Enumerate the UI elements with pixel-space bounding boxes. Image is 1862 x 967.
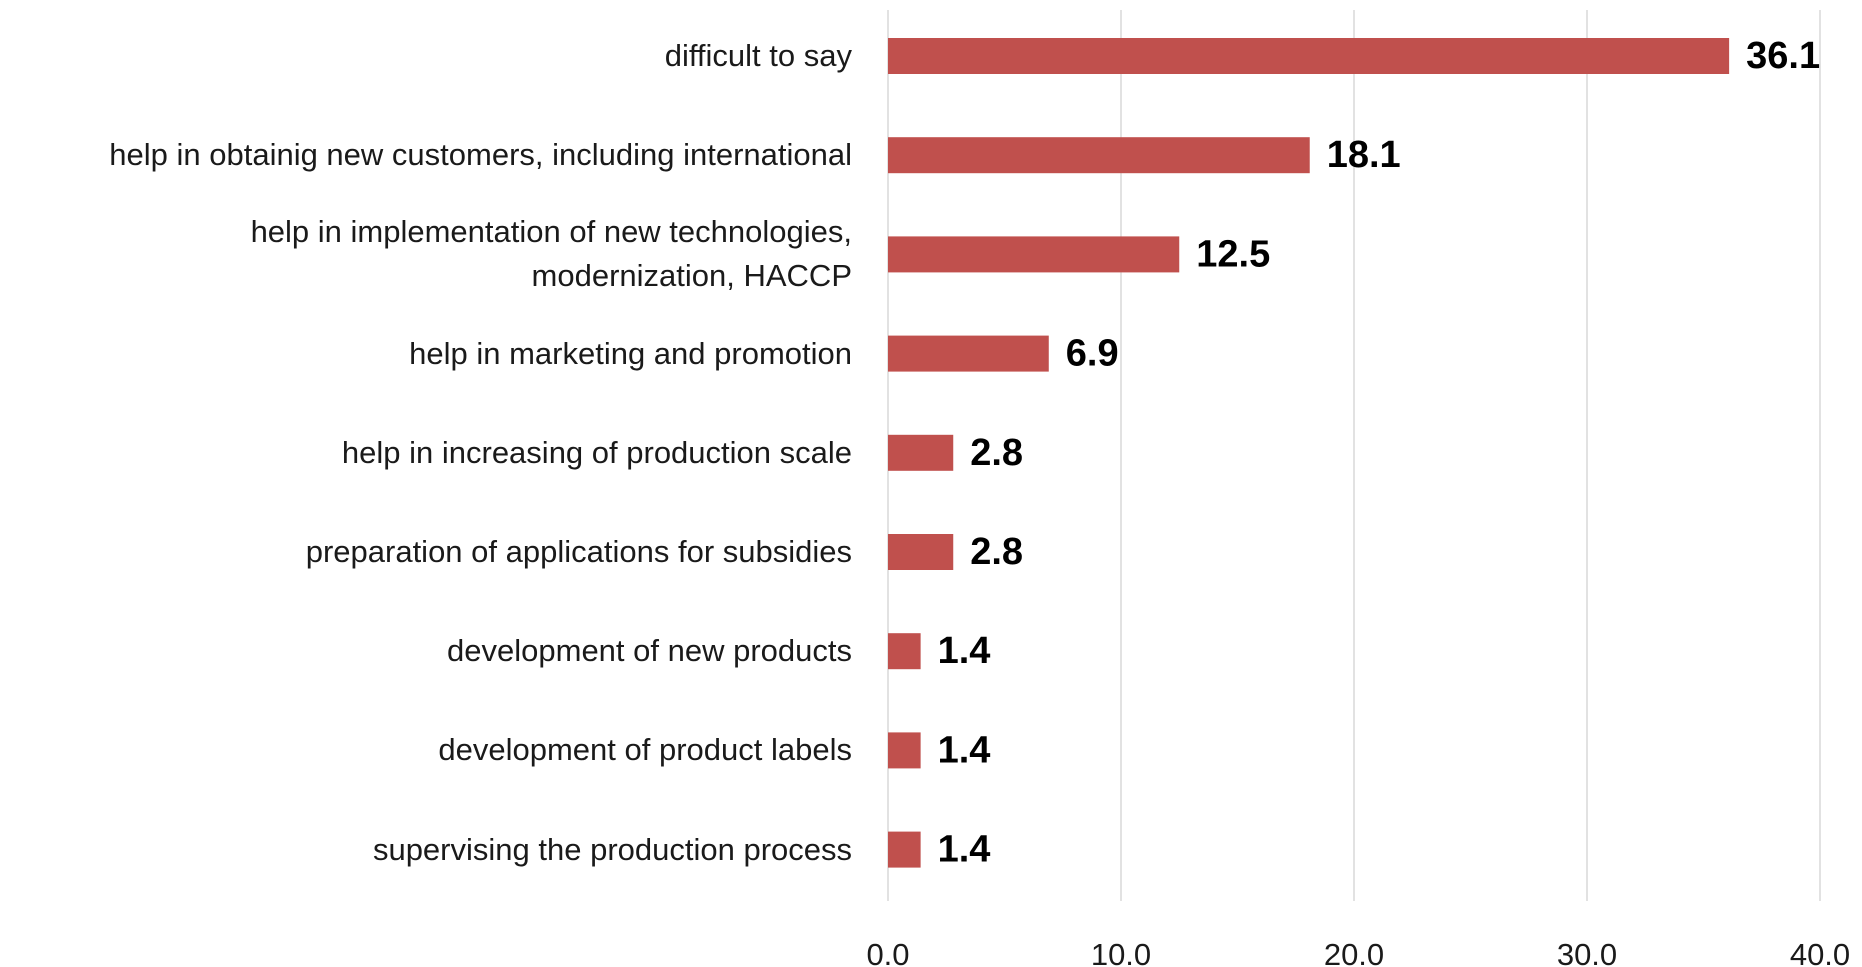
category-label: development of product labels bbox=[438, 732, 852, 768]
data-label: 1.4 bbox=[938, 630, 991, 672]
data-label: 2.8 bbox=[970, 531, 1023, 573]
data-label: 1.4 bbox=[938, 829, 991, 871]
category-label: difficult to say bbox=[664, 37, 852, 73]
bar bbox=[888, 236, 1180, 273]
x-tick-label: 40.0 bbox=[1790, 937, 1850, 967]
category-label: help in increasing of production scale bbox=[341, 434, 852, 470]
data-label: 1.4 bbox=[938, 729, 991, 771]
x-tick-label: 10.0 bbox=[1091, 937, 1151, 967]
data-label: 18.1 bbox=[1327, 134, 1401, 176]
bar bbox=[888, 137, 1310, 174]
category-label: help in marketing and promotion bbox=[409, 335, 852, 371]
data-label: 12.5 bbox=[1196, 233, 1270, 275]
data-label: 2.8 bbox=[970, 432, 1023, 474]
x-tick-label: 30.0 bbox=[1557, 937, 1617, 967]
bar bbox=[888, 534, 954, 570]
bar bbox=[888, 335, 1049, 372]
bar bbox=[888, 732, 921, 769]
data-label: 6.9 bbox=[1066, 333, 1119, 375]
bar bbox=[888, 633, 921, 670]
x-tick-label: 20.0 bbox=[1324, 937, 1384, 967]
bar bbox=[888, 831, 921, 868]
data-label: 36.1 bbox=[1746, 35, 1820, 77]
category-label: supervising the production process bbox=[372, 831, 852, 867]
category-label: preparation of applications for subsidie… bbox=[305, 533, 852, 569]
bar bbox=[888, 38, 1730, 74]
x-tick-label: 0.0 bbox=[866, 937, 909, 967]
category-label: help in obtainig new customers, includin… bbox=[109, 137, 852, 173]
category-label: help in implementation of new technologi… bbox=[250, 214, 852, 294]
category-label: development of new products bbox=[447, 633, 852, 669]
bar bbox=[888, 434, 954, 471]
